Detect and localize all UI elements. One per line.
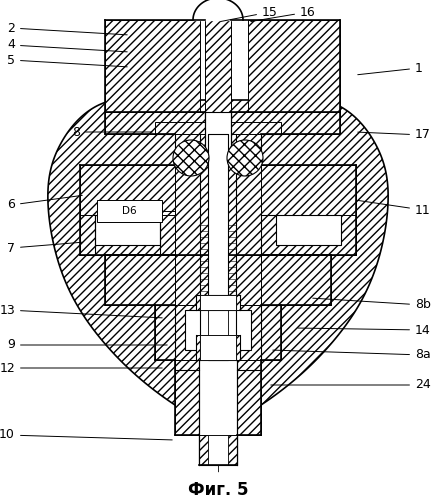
Text: 1: 1 — [358, 62, 423, 74]
Text: 5: 5 — [7, 54, 127, 67]
Bar — [208, 134, 228, 360]
Bar — [208, 435, 228, 465]
Bar — [200, 295, 236, 310]
Bar — [205, 112, 231, 165]
Bar — [261, 215, 356, 255]
Bar — [199, 360, 237, 465]
Bar — [175, 360, 261, 435]
Bar — [80, 215, 175, 255]
Bar — [185, 310, 251, 350]
Bar — [80, 165, 175, 255]
Text: 8: 8 — [72, 126, 152, 138]
Text: 11: 11 — [358, 200, 431, 216]
Text: 8a: 8a — [273, 348, 431, 362]
Bar — [175, 255, 261, 305]
Bar — [261, 255, 331, 305]
Bar — [155, 122, 205, 134]
Text: 9: 9 — [7, 338, 167, 351]
Text: 4: 4 — [7, 38, 127, 52]
Bar — [105, 20, 200, 112]
Bar — [105, 255, 175, 305]
Bar — [196, 335, 240, 360]
Bar — [200, 335, 236, 360]
Bar — [155, 305, 281, 360]
Bar — [276, 215, 341, 245]
Bar — [95, 215, 160, 245]
Bar — [105, 112, 340, 134]
Bar — [200, 134, 236, 360]
Circle shape — [173, 140, 209, 176]
Text: 6: 6 — [7, 196, 82, 212]
Bar — [97, 200, 162, 222]
Bar — [248, 20, 340, 112]
Bar — [205, 8, 231, 112]
Text: D6: D6 — [122, 206, 136, 216]
Text: 15: 15 — [221, 6, 278, 22]
Text: 17: 17 — [358, 128, 431, 141]
Text: 2: 2 — [7, 22, 127, 35]
Polygon shape — [48, 99, 388, 430]
Text: 16: 16 — [251, 6, 316, 22]
Text: 13: 13 — [0, 304, 162, 318]
Bar — [261, 165, 356, 255]
Bar — [231, 122, 281, 134]
Bar — [199, 435, 237, 465]
Text: 14: 14 — [298, 324, 431, 336]
Text: 7: 7 — [7, 242, 82, 254]
Circle shape — [227, 140, 263, 176]
Text: 12: 12 — [0, 362, 162, 374]
Bar — [175, 305, 261, 360]
Bar — [196, 295, 240, 310]
Text: Фиг. 5: Фиг. 5 — [188, 481, 248, 499]
Text: 10: 10 — [0, 428, 172, 442]
Text: 24: 24 — [271, 378, 431, 392]
Text: 8b: 8b — [313, 298, 431, 312]
